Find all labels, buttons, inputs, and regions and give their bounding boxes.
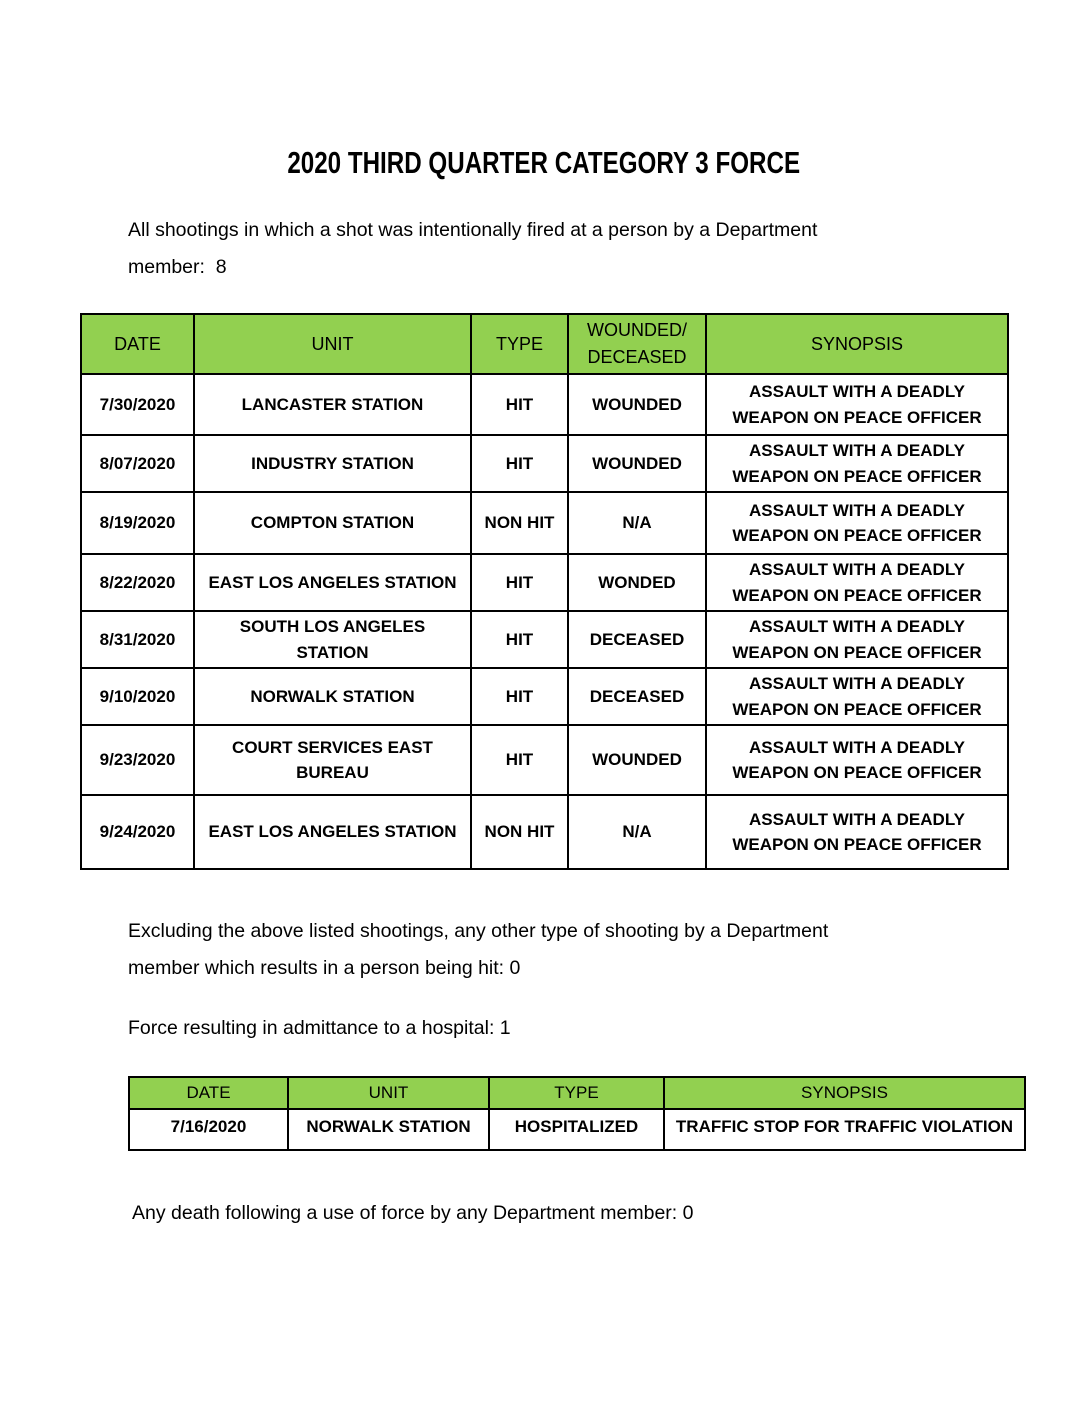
cell-date: 9/23/2020 [80,724,195,796]
cell-unit: SOUTH LOS ANGELES STATION [193,610,472,669]
header-cell-date: DATE [80,313,195,375]
table-row: 8/19/2020 COMPTON STATION NON HIT N/A AS… [80,491,1009,555]
cell-synopsis: ASSAULT WITH A DEADLY WEAPON ON PEACE OF… [705,373,1009,436]
cell-synopsis: TRAFFIC STOP FOR TRAFFIC VIOLATION [663,1107,1026,1151]
cell-wounded: WONDED [567,553,707,612]
cell-type: HIT [470,373,569,436]
table-row: 9/24/2020 EAST LOS ANGELES STATION NON H… [80,794,1009,870]
cell-synopsis: ASSAULT WITH A DEADLY WEAPON ON PEACE OF… [705,667,1009,726]
header-cell-date: DATE [128,1076,289,1110]
cell-wounded: DECEASED [567,667,707,726]
cell-type: HIT [470,667,569,726]
cell-type: HIT [470,553,569,612]
cell-date: 7/16/2020 [128,1107,289,1151]
cell-unit: NORWALK STATION [287,1107,490,1151]
cell-date: 8/07/2020 [80,434,195,493]
cell-unit: COMPTON STATION [193,491,472,555]
cell-type: NON HIT [470,794,569,870]
cell-wounded: DECEASED [567,610,707,669]
cell-wounded: N/A [567,491,707,555]
table-row: 9/10/2020 NORWALK STATION HIT DECEASED A… [80,667,1009,726]
cell-type: HIT [470,610,569,669]
table-row: 8/31/2020 SOUTH LOS ANGELES STATION HIT … [80,610,1009,669]
cell-date: 8/19/2020 [80,491,195,555]
cell-synopsis: ASSAULT WITH A DEADLY WEAPON ON PEACE OF… [705,794,1009,870]
header-cell-synopsis: SYNOPSIS [705,313,1009,375]
cell-synopsis: ASSAULT WITH A DEADLY WEAPON ON PEACE OF… [705,610,1009,669]
excluding-paragraph: Excluding the above listed shootings, an… [128,920,829,979]
cell-wounded: WOUNDED [567,434,707,493]
cell-unit: LANCASTER STATION [193,373,472,436]
cell-date: 9/24/2020 [80,794,195,870]
cell-wounded: WOUNDED [567,724,707,796]
table-row: 7/16/2020 NORWALK STATION HOSPITALIZED T… [128,1107,1026,1151]
header-cell-synopsis: SYNOPSIS [663,1076,1026,1110]
cell-unit: EAST LOS ANGELES STATION [193,794,472,870]
shootings-table-header-row: DATE UNIT TYPE WOUNDED/ DECEASED SYNOPSI… [80,313,1009,375]
cell-unit: NORWALK STATION [193,667,472,726]
table-row: 9/23/2020 COURT SERVICES EAST BUREAU HIT… [80,724,1009,796]
header-cell-type: TYPE [488,1076,665,1110]
cell-date: 8/22/2020 [80,553,195,612]
cell-synopsis: ASSAULT WITH A DEADLY WEAPON ON PEACE OF… [705,724,1009,796]
table-row: 8/22/2020 EAST LOS ANGELES STATION HIT W… [80,553,1009,612]
cell-unit: INDUSTRY STATION [193,434,472,493]
cell-date: 8/31/2020 [80,610,195,669]
shootings-table: DATE UNIT TYPE WOUNDED/ DECEASED SYNOPSI… [80,313,1009,870]
header-cell-unit: UNIT [287,1076,490,1110]
cell-type: HIT [470,434,569,493]
cell-wounded: WOUNDED [567,373,707,436]
death-paragraph: Any death following a use of force by an… [132,1201,694,1224]
table-row: 7/30/2020 LANCASTER STATION HIT WOUNDED … [80,373,1009,436]
cell-date: 9/10/2020 [80,667,195,726]
hospital-admittance-paragraph: Force resulting in admittance to a hospi… [128,1017,511,1039]
header-cell-unit: UNIT [193,313,472,375]
cell-wounded: N/A [567,794,707,870]
cell-synopsis: ASSAULT WITH A DEADLY WEAPON ON PEACE OF… [705,553,1009,612]
table-row: 8/07/2020 INDUSTRY STATION HIT WOUNDED A… [80,434,1009,493]
cell-unit: COURT SERVICES EAST BUREAU [193,724,472,796]
cell-type: NON HIT [470,491,569,555]
hospital-table: DATE UNIT TYPE SYNOPSIS 7/16/2020 NORWAL… [128,1076,1026,1151]
header-cell-wounded: WOUNDED/ DECEASED [567,313,707,375]
header-cell-type: TYPE [470,313,569,375]
title-container: 2020 THIRD QUARTER CATEGORY 3 FORCE [0,0,1088,182]
intro-paragraph: All shootings in which a shot was intent… [128,219,818,278]
cell-synopsis: ASSAULT WITH A DEADLY WEAPON ON PEACE OF… [705,491,1009,555]
cell-synopsis: ASSAULT WITH A DEADLY WEAPON ON PEACE OF… [705,434,1009,493]
page-title: 2020 THIRD QUARTER CATEGORY 3 FORCE [287,145,801,180]
cell-type: HIT [470,724,569,796]
cell-type: HOSPITALIZED [488,1107,665,1151]
hospital-table-header-row: DATE UNIT TYPE SYNOPSIS [128,1076,1026,1110]
cell-unit: EAST LOS ANGELES STATION [193,553,472,612]
cell-date: 7/30/2020 [80,373,195,436]
